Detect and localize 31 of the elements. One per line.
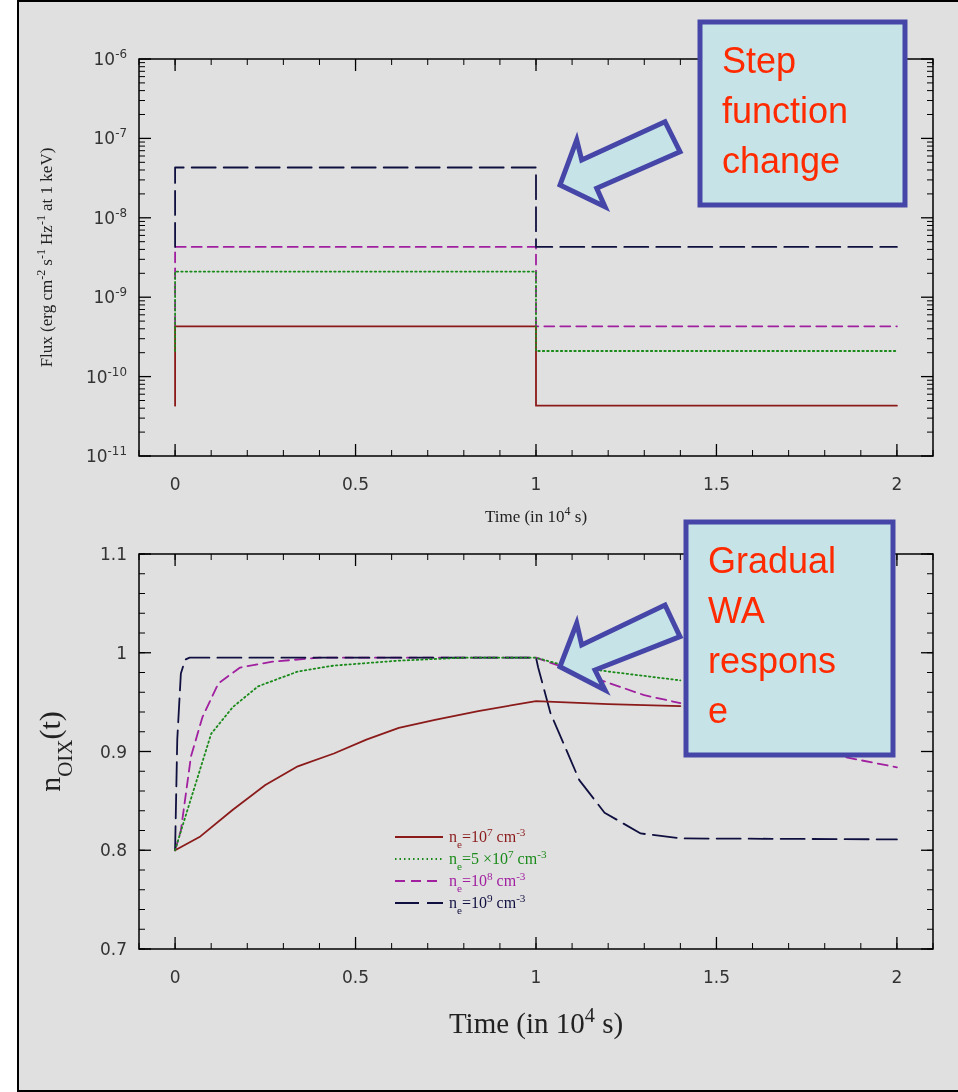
- legend-label: n$_{e}$=10$^{9}$ cm$^{-3}$: [449, 892, 526, 916]
- x-axis-title: Time (in 10$^{4}$ s): [484, 504, 588, 526]
- y-tick-label: 10$^{-9}$: [93, 285, 127, 308]
- x-tick-label: 1: [530, 474, 542, 494]
- x-tick-label: 2: [891, 474, 903, 494]
- legend-label: n$_{e}$=10$^{8}$ cm$^{-3}$: [449, 870, 526, 894]
- y-tick-label: 10$^{-11}$: [85, 444, 127, 466]
- y-tick-label: 0.8: [99, 840, 127, 861]
- y-tick-label: 10$^{-8}$: [93, 205, 127, 228]
- y-tick-label: 1.1: [99, 544, 127, 564]
- y-tick-label: 0.9: [99, 741, 127, 762]
- y-tick-label: 10$^{-6}$: [93, 47, 127, 69]
- x-tick-label: 0.5: [342, 967, 370, 987]
- y-tick-label: 0.7: [99, 939, 127, 959]
- annotation: Gradual WA response: [708, 539, 838, 733]
- y-tick-label: 10$^{-7}$: [93, 126, 127, 149]
- line-series: [174, 656, 682, 852]
- x-axis-title: Time (in 10$^{4}$ s): [448, 1004, 624, 1040]
- x-tick-label: 1: [530, 967, 542, 987]
- line-series: [174, 700, 682, 852]
- x-tick-label: 2: [891, 967, 903, 987]
- x-tick-label: 0: [169, 474, 181, 494]
- y-tick-label: 10$^{-10}$: [85, 364, 127, 387]
- legend-label: n$_{e}$=10$^{7}$ cm$^{-3}$: [449, 826, 526, 850]
- legend-label: n$_{e}$=5 ×10$^{7}$ cm$^{-3}$: [449, 848, 547, 872]
- x-tick-label: 1.5: [702, 967, 730, 987]
- y-tick-label: 1: [116, 642, 127, 663]
- annotation: Step function change: [722, 39, 850, 183]
- x-tick-label: 1.5: [702, 474, 730, 494]
- x-tick-label: 0: [169, 967, 181, 987]
- x-tick-label: 0.5: [342, 474, 370, 494]
